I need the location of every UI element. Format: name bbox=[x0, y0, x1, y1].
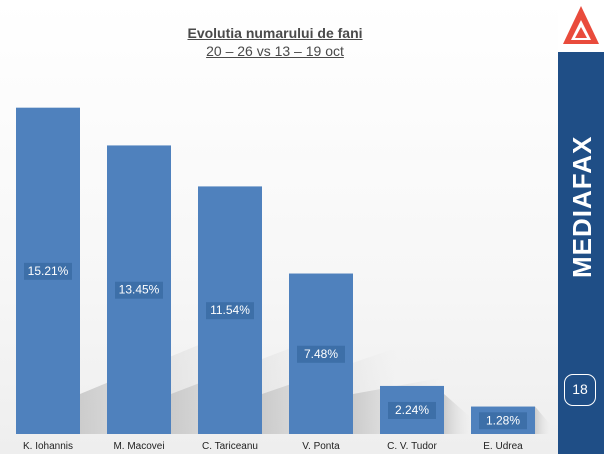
value-label-bg bbox=[24, 262, 72, 280]
value-label-bg bbox=[297, 345, 345, 363]
brand-name-vertical: MEDIAFAX bbox=[567, 136, 597, 278]
brand-sidebar: MEDIAFAX 18 bbox=[558, 0, 604, 454]
value-label-bg bbox=[206, 302, 254, 320]
mediafax-logo-area bbox=[558, 0, 604, 52]
category-label: C. V. Tudor bbox=[387, 441, 437, 452]
category-label: K. Iohannis bbox=[23, 441, 73, 452]
brand-name: MEDIAFAX bbox=[567, 136, 597, 278]
category-label: E. Udrea bbox=[483, 441, 523, 452]
mediafax-triangle-logo-icon bbox=[563, 6, 599, 44]
value-label-bg bbox=[479, 412, 527, 430]
value-label-bg bbox=[115, 281, 163, 299]
value-label: 15.21% bbox=[28, 264, 69, 278]
chart-subtitle: 20 – 26 vs 13 – 19 oct bbox=[206, 43, 344, 59]
category-label: C. Tariceanu bbox=[202, 441, 258, 452]
page-number: 18 bbox=[564, 374, 596, 406]
value-label: 11.54% bbox=[210, 303, 250, 317]
value-label: 13.45% bbox=[119, 283, 160, 297]
chart-title: Evolutia numarului de fani bbox=[187, 25, 363, 41]
value-label: 1.28% bbox=[486, 413, 520, 427]
chart-title-block: Evolutia numarului de fani 20 – 26 vs 13… bbox=[150, 24, 400, 60]
value-label-bg bbox=[388, 401, 436, 419]
bar-chart: 15.21% 13.45% 11.54% 7.48% 2.24% 1.28% K. Ioh… bbox=[16, 107, 551, 452]
value-label: 7.48% bbox=[304, 347, 338, 361]
bar-shadow bbox=[535, 406, 551, 434]
category-label: M. Macovei bbox=[113, 441, 164, 452]
category-label: V. Ponta bbox=[302, 441, 340, 452]
bar-shadow bbox=[444, 394, 471, 434]
value-label: 2.24% bbox=[395, 403, 429, 417]
